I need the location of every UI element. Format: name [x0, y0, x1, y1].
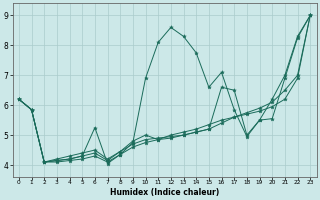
- X-axis label: Humidex (Indice chaleur): Humidex (Indice chaleur): [110, 188, 219, 197]
